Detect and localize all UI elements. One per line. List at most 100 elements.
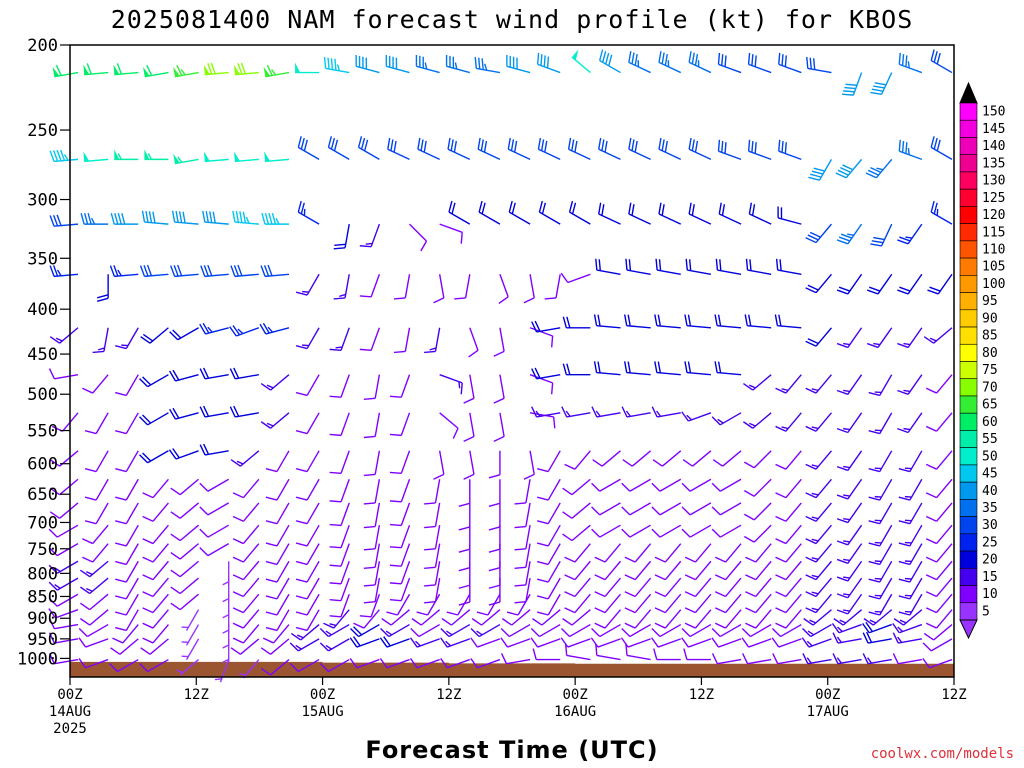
barb-shaft	[815, 593, 832, 614]
barb-tick	[628, 51, 632, 63]
colorbar-swatch	[959, 447, 978, 466]
barb-shaft	[511, 609, 531, 626]
barb-shaft	[785, 412, 802, 432]
barb-tick	[329, 523, 342, 527]
chart-title: 2025081400 NAM forecast wind profile (kt…	[111, 5, 914, 34]
barb-tick	[897, 342, 909, 349]
barb-tick	[117, 212, 122, 225]
wind-barb	[711, 637, 742, 648]
wind-barb	[424, 327, 441, 354]
colorbar-swatch	[959, 257, 978, 276]
barb-tick	[534, 320, 541, 332]
barb-tick	[424, 350, 436, 354]
barb-tick	[176, 64, 183, 76]
wind-barb	[49, 265, 79, 278]
barb-tick	[329, 500, 342, 503]
barb-shaft	[374, 502, 381, 527]
wind-barb	[624, 609, 652, 629]
barb-tick	[170, 551, 181, 560]
barb-shaft	[204, 412, 229, 418]
barb-shaft	[936, 450, 953, 470]
wind-barb	[142, 609, 169, 629]
wind-barb	[925, 374, 953, 394]
barb-shaft	[599, 524, 621, 538]
barb-shaft	[125, 593, 139, 616]
barb-tick	[564, 556, 576, 563]
barb-shaft	[147, 412, 169, 426]
barb-tick	[199, 482, 209, 492]
wind-barb	[531, 367, 561, 380]
barb-tick	[507, 137, 511, 150]
barb-tick	[329, 582, 342, 585]
colorbar-swatch	[959, 378, 978, 397]
wind-barb	[594, 543, 622, 563]
barb-tick	[741, 637, 750, 648]
barb-tick	[892, 632, 899, 644]
wind-barb	[532, 609, 561, 626]
barb-shaft	[847, 450, 863, 471]
barb-shaft	[54, 658, 79, 665]
barb-tick	[537, 137, 542, 150]
wind-barb	[173, 153, 199, 165]
barb-tick	[687, 314, 692, 327]
barb-tick	[868, 595, 880, 600]
barb-shaft	[536, 412, 561, 418]
wind-barb	[745, 577, 772, 598]
colorbar-swatch	[959, 137, 978, 155]
barb-shaft	[297, 638, 320, 652]
wind-barb	[898, 543, 923, 566]
barb-tick	[266, 422, 274, 427]
wind-barb	[836, 273, 863, 295]
barb-tick	[844, 86, 856, 90]
barb-tick	[295, 520, 308, 525]
barb-tick	[536, 52, 540, 65]
wind-barb	[598, 137, 621, 161]
barb-shaft	[574, 450, 591, 470]
wind-barb	[389, 502, 411, 527]
barb-tick	[363, 139, 369, 152]
barb-tick	[537, 542, 549, 547]
wind-barb	[261, 212, 289, 225]
barb-tick	[714, 361, 718, 373]
barb-shaft	[204, 373, 229, 380]
barb-shaft	[574, 543, 591, 563]
barb-tick	[625, 410, 631, 417]
barb-shaft	[936, 543, 953, 563]
barb-shaft	[539, 211, 561, 225]
wind-barb	[49, 149, 79, 163]
barb-shaft	[174, 221, 199, 225]
barb-shaft	[929, 658, 953, 669]
barb-shaft	[628, 61, 651, 74]
barb-shaft	[845, 158, 863, 179]
wind-barb	[836, 577, 863, 599]
barb-tick	[684, 607, 696, 614]
barb-shaft	[306, 593, 320, 616]
wind-barb	[295, 593, 320, 616]
barb-shaft	[270, 638, 290, 655]
wind-barb	[295, 560, 320, 583]
barb-tick	[591, 528, 601, 538]
barb-shaft	[815, 412, 832, 432]
barb-tick	[691, 139, 695, 151]
barb-tick	[897, 626, 904, 633]
barb-shaft	[506, 658, 531, 665]
barb-tick	[470, 637, 478, 648]
barb-shaft	[538, 148, 561, 161]
barb-tick	[493, 397, 505, 404]
barb-shaft	[930, 638, 953, 652]
barb-tick	[865, 172, 877, 179]
barb-shaft	[547, 593, 561, 616]
barb-tick	[142, 637, 154, 644]
barb-tick	[873, 342, 881, 346]
barb-tick	[775, 556, 787, 563]
barb-tick	[170, 533, 181, 542]
x-tick-date: 17AUG	[807, 704, 849, 720]
barb-tick	[784, 55, 787, 67]
wind-barb	[862, 653, 892, 665]
barb-tick	[779, 259, 782, 271]
barb-tick	[290, 632, 302, 641]
barb-shaft	[936, 593, 953, 614]
barb-shaft	[416, 638, 440, 648]
barb-tick	[628, 259, 632, 271]
wind-barb	[564, 577, 591, 598]
